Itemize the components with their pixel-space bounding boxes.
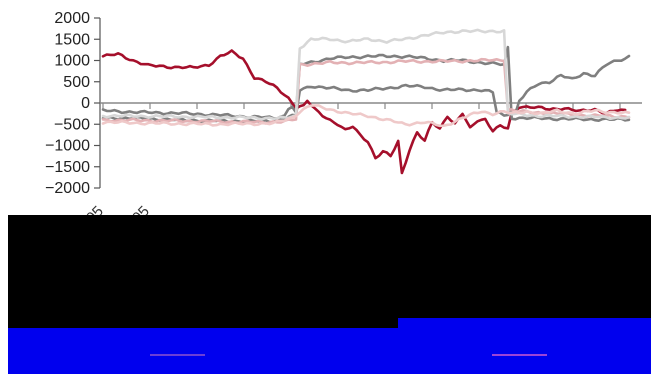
series-line-1: [101, 49, 627, 175]
legend-footer-step: [398, 318, 651, 330]
y-tick-label: 1500: [54, 31, 90, 48]
y-axis: 2000 1500 1000 500 0 −500 −1000 −1500 −2000: [45, 10, 101, 197]
series-group: [101, 28, 631, 175]
y-tick-label: −1500: [45, 159, 90, 176]
y-tick-label: 0: [81, 95, 90, 112]
y-tick-label: 2000: [54, 10, 90, 27]
y-tick-label: −2000: [45, 180, 90, 197]
y-tick-label: 1000: [54, 53, 90, 70]
y-tick-label: −1000: [45, 138, 90, 155]
x-axis: [100, 102, 642, 109]
legend: [8, 215, 651, 374]
series-line-5: [101, 28, 631, 121]
series-line-6: [101, 104, 631, 128]
y-tick-label: 500: [63, 74, 90, 91]
y-tick-label: −500: [54, 116, 90, 133]
legend-footer: [8, 328, 651, 374]
legend-backdrop: [8, 215, 651, 330]
series-line-2: [101, 45, 631, 122]
